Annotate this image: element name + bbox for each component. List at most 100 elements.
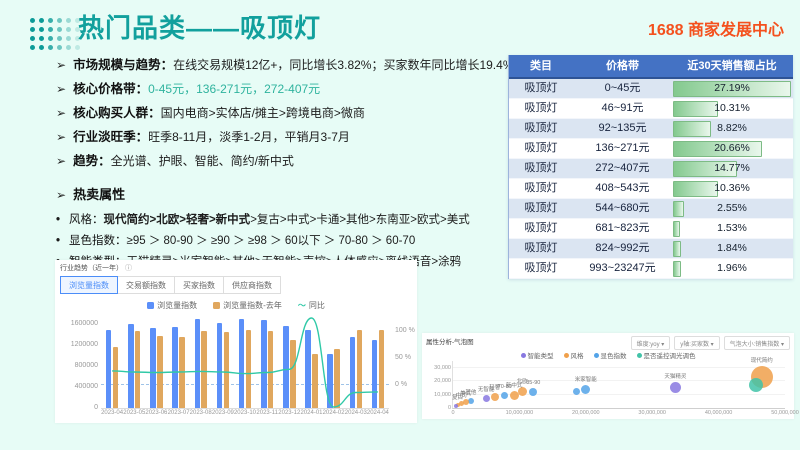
bubble-filter-0[interactable]: 维度:yoy ▾ bbox=[630, 336, 671, 350]
bubble-point bbox=[529, 387, 538, 396]
bar-last-year bbox=[245, 329, 252, 408]
attribute-label: 显色指数： bbox=[69, 235, 127, 247]
y-axis-tick: 800000 bbox=[74, 361, 98, 369]
bubble-filter-2[interactable]: 气泡大小:销售指数 ▾ bbox=[723, 336, 790, 350]
trend-tab-1[interactable]: 交易额指数 bbox=[117, 276, 175, 294]
logo-dot bbox=[30, 45, 35, 50]
legend-label: 浏览量指数-去年 bbox=[223, 301, 282, 310]
bullet-text: 0-45元，136-271元，272-407元 bbox=[148, 82, 321, 96]
attribute-item: • 显色指数：≥95 ＞ 80-90 ＞ ≥90 ＞ ≥98 ＞ 60以下 ＞ 7… bbox=[56, 234, 516, 248]
gridline bbox=[453, 366, 785, 368]
bubble-dropdowns: 维度:yoy ▾ y轴:买家数 ▾ 气泡大小:销售指数 ▾ bbox=[630, 336, 790, 350]
legend-label: 是否遥控调光调色 bbox=[643, 353, 696, 360]
share-value: 1.84% bbox=[717, 242, 747, 254]
cell-category: 吸顶灯 bbox=[524, 122, 558, 134]
cell-price-band: 681~823元 bbox=[595, 222, 650, 234]
cell-price-band: 408~543元 bbox=[595, 182, 650, 194]
bar-last-year bbox=[267, 330, 274, 408]
cell-share: 2.55% bbox=[672, 199, 792, 218]
table-row: 吸顶灯 681~823元 1.53% bbox=[509, 219, 793, 239]
bullet-item: ➢ 核心价格带：0-45元，136-271元，272-407元 bbox=[56, 82, 516, 97]
share-bar bbox=[673, 180, 718, 197]
cell-category: 吸顶灯 bbox=[524, 202, 558, 214]
bubble-point bbox=[453, 404, 458, 408]
logo-dot bbox=[66, 36, 71, 41]
logo-dot bbox=[39, 45, 44, 50]
cell-category: 吸顶灯 bbox=[524, 242, 558, 254]
trend-legend: 浏览量指数 浏览量指数-去年 ～同比 bbox=[55, 300, 417, 311]
x-axis-tick: 10,000,000 bbox=[505, 410, 534, 416]
trend-tab-0[interactable]: 浏览量指数 bbox=[60, 276, 118, 294]
cell-share: 1.96% bbox=[672, 259, 792, 278]
bullet-arrow-icon: ➢ bbox=[56, 188, 67, 202]
bubble-filter-1[interactable]: y轴:买家数 ▾ bbox=[674, 336, 720, 350]
legend-square-icon bbox=[147, 302, 155, 309]
x-axis-tick: 2023-08 bbox=[189, 410, 212, 416]
trend-tab-2[interactable]: 买家指数 bbox=[174, 276, 224, 294]
share-bar bbox=[673, 100, 718, 117]
share-bar bbox=[673, 200, 685, 217]
legend-label: 显色指数 bbox=[600, 353, 627, 360]
yoy-line bbox=[112, 317, 378, 408]
cell-price-band: 92~135元 bbox=[598, 122, 647, 134]
bar-last-year bbox=[356, 330, 362, 408]
cell-share: 10.31% bbox=[672, 99, 792, 118]
logo-dot bbox=[57, 18, 62, 23]
y-axis-tick: 400000 bbox=[74, 382, 98, 390]
bullet-arrow-icon: ➢ bbox=[56, 82, 67, 96]
table-row: 吸顶灯 0~45元 27.19% bbox=[509, 79, 793, 99]
bubble-point bbox=[490, 393, 499, 402]
bar-last-year bbox=[223, 331, 229, 408]
x-axis-tick: 2023-05 bbox=[123, 410, 146, 416]
bullet-arrow-icon: ➢ bbox=[56, 130, 67, 144]
price-table-body: 吸顶灯 0~45元 27.19% 吸顶灯 46~91元 10.31% 吸顶灯 92~135元 8… bbox=[509, 79, 793, 279]
price-table-header: 类目 价格带 近30天销售额占比 bbox=[509, 55, 793, 79]
legend-dot-icon bbox=[520, 353, 526, 358]
cell-share: 8.82% bbox=[672, 119, 792, 138]
bar-last-year bbox=[290, 339, 296, 408]
bubble-label: 天猫精灵 bbox=[664, 373, 687, 380]
logo-dot bbox=[48, 45, 53, 50]
x-axis-tick: 2023-07 bbox=[167, 410, 190, 416]
table-row: 吸顶灯 544~680元 2.55% bbox=[509, 199, 793, 219]
x-axis-tick: 0 bbox=[451, 410, 455, 416]
trend-chart-title: 行业趋势（近一年） ⓘ bbox=[60, 263, 132, 273]
share-value: 1.53% bbox=[717, 222, 747, 234]
logo-dot bbox=[48, 27, 53, 32]
x-axis-tick: 2023-11 bbox=[256, 410, 278, 416]
trend-tab-3[interactable]: 供应商指数 bbox=[223, 276, 281, 294]
cell-category: 吸顶灯 bbox=[524, 222, 558, 234]
bubble-label: 新中式 bbox=[505, 382, 523, 389]
share-bar bbox=[673, 80, 791, 97]
logo-dot-row bbox=[28, 25, 82, 34]
logo-dot bbox=[66, 45, 71, 50]
cell-category: 吸顶灯 bbox=[524, 142, 558, 154]
logo-dot bbox=[30, 36, 35, 41]
y-axis-tick: 10,000 bbox=[434, 391, 451, 398]
trend-chart-title-text: 行业趋势（近一年） bbox=[60, 265, 123, 272]
bullet-item: ➢ 市场规模与趋势：在线交易规模12亿+，同比增长3.82%；买家数年同比增长19… bbox=[56, 58, 516, 73]
x-axis-tick: 50,000,000 bbox=[771, 410, 799, 416]
logo-dot bbox=[57, 36, 62, 41]
share-bar bbox=[673, 220, 680, 237]
bullet-arrow-icon: ➢ bbox=[56, 58, 67, 72]
y-axis-tick: 1600000 bbox=[70, 319, 98, 327]
bullet-item: ➢ 核心购买人群：国内电商>实体店/摊主>跨境电商>微商 bbox=[56, 106, 516, 121]
logo-dot bbox=[66, 27, 71, 32]
table-row: 吸顶灯 824~992元 1.84% bbox=[509, 239, 793, 259]
table-row: 吸顶灯 92~135元 8.82% bbox=[509, 119, 793, 139]
bubble-label: 70-80 bbox=[497, 384, 512, 391]
bar-last-year bbox=[134, 331, 141, 408]
bullet-text: 在线交易规模12亿+，同比增长3.82%；买家数年同比增长19.4% bbox=[173, 58, 514, 72]
cell-price-band: 993~23247元 bbox=[589, 262, 656, 274]
bubble-point bbox=[462, 399, 469, 405]
bullet-label: 趋势： bbox=[73, 154, 111, 168]
logo-dot bbox=[39, 27, 44, 32]
bubble-label: 轻奢 bbox=[489, 385, 501, 392]
bar-current bbox=[327, 353, 333, 408]
legend-item: 是否遥控调光调色 bbox=[636, 353, 696, 360]
logo-dot-row bbox=[28, 34, 82, 43]
y-axis-tick: 0 bbox=[94, 404, 98, 411]
gridline bbox=[453, 380, 785, 382]
